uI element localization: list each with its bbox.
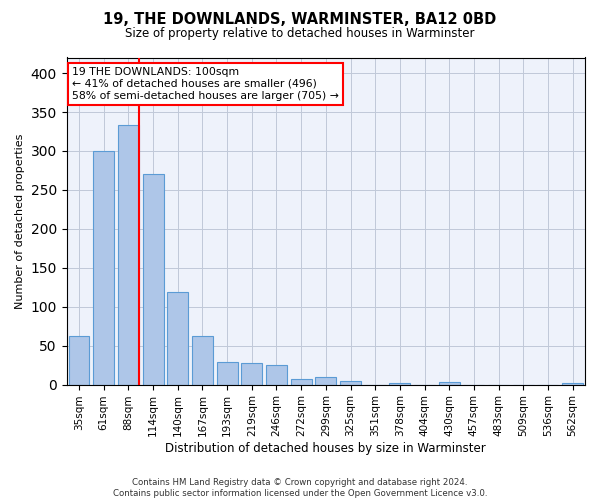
Bar — [68, 336, 89, 384]
Bar — [93, 151, 114, 384]
Bar — [290, 379, 311, 384]
Text: 19 THE DOWNLANDS: 100sqm
← 41% of detached houses are smaller (496)
58% of semi-: 19 THE DOWNLANDS: 100sqm ← 41% of detach… — [72, 68, 339, 100]
Bar — [192, 336, 213, 384]
Bar — [118, 126, 139, 384]
Text: 19, THE DOWNLANDS, WARMINSTER, BA12 0BD: 19, THE DOWNLANDS, WARMINSTER, BA12 0BD — [103, 12, 497, 28]
Bar — [340, 380, 361, 384]
Bar — [562, 383, 583, 384]
Bar — [217, 362, 238, 384]
Text: Size of property relative to detached houses in Warminster: Size of property relative to detached ho… — [125, 28, 475, 40]
Y-axis label: Number of detached properties: Number of detached properties — [15, 134, 25, 308]
Bar — [439, 382, 460, 384]
Bar — [143, 174, 164, 384]
X-axis label: Distribution of detached houses by size in Warminster: Distribution of detached houses by size … — [166, 442, 486, 455]
Text: Contains HM Land Registry data © Crown copyright and database right 2024.
Contai: Contains HM Land Registry data © Crown c… — [113, 478, 487, 498]
Bar — [266, 365, 287, 384]
Bar — [241, 363, 262, 384]
Bar — [389, 383, 410, 384]
Bar — [316, 377, 337, 384]
Bar — [167, 292, 188, 384]
